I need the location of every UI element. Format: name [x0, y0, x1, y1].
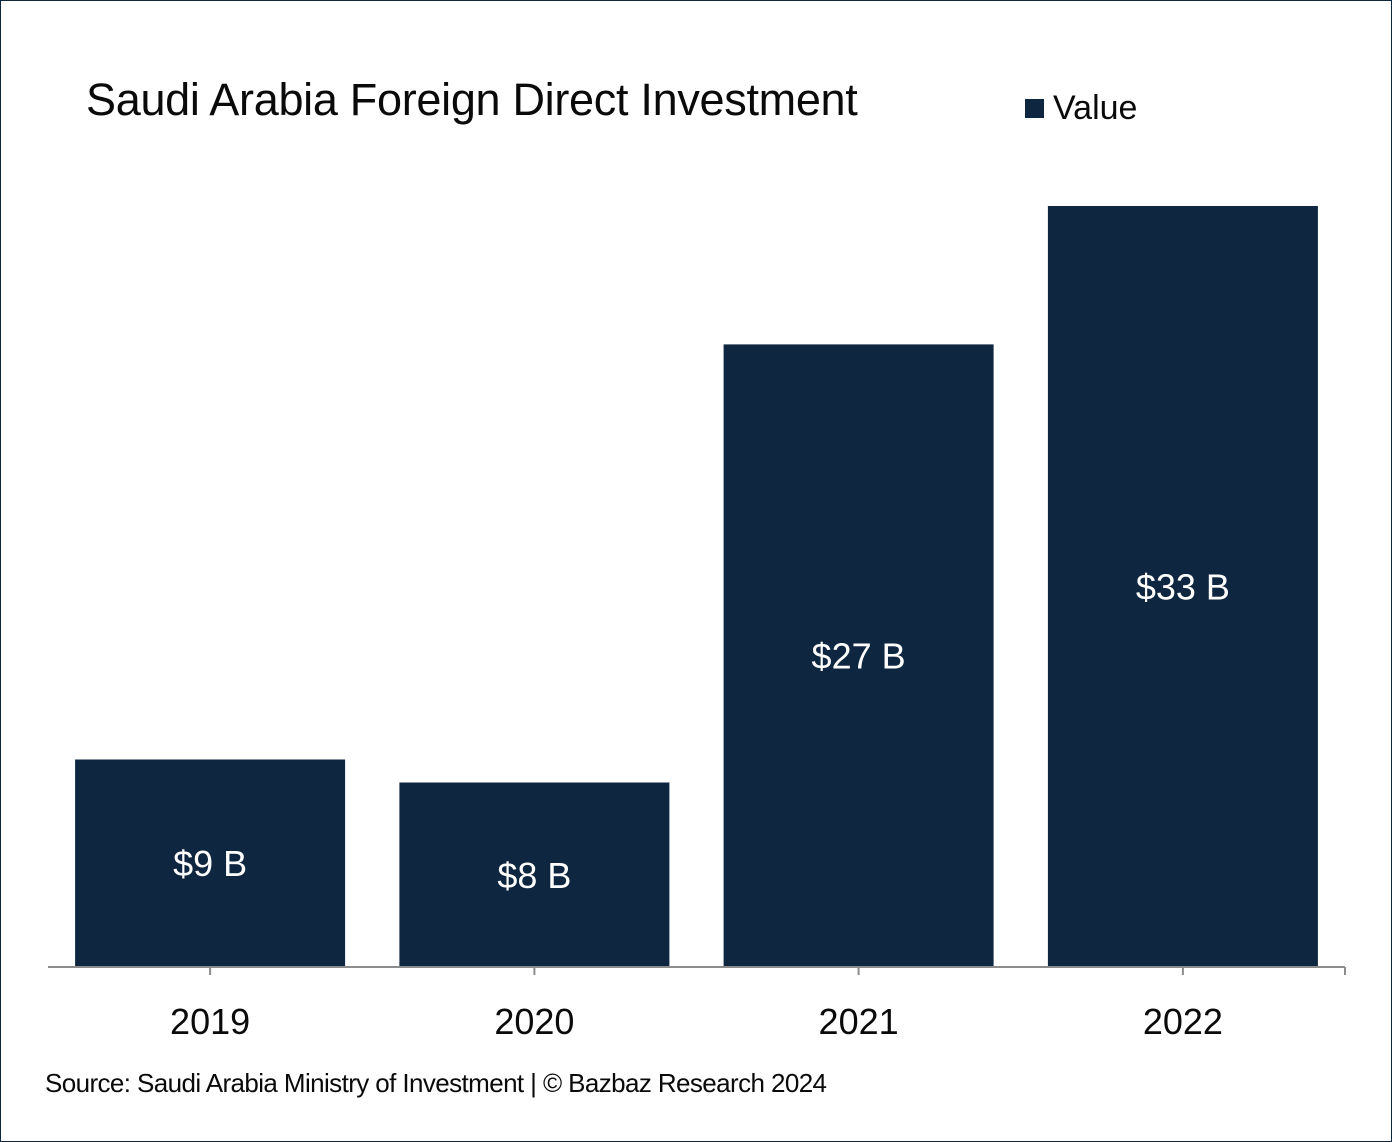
- tick-labels-group: 2019 2020 2021 2022: [170, 1001, 1223, 1042]
- source-note: Source: Saudi Arabia Ministry of Investm…: [45, 1068, 827, 1098]
- legend-label: Value: [1053, 89, 1138, 127]
- x-tick-label-2021: 2021: [819, 1001, 899, 1042]
- bar-value-label-2022: $33 B: [1136, 567, 1230, 608]
- bar-2021: [723, 344, 994, 967]
- bar-2019: [75, 759, 346, 967]
- bar-value-label-2019: $9 B: [173, 843, 247, 884]
- x-tick-label-2019: 2019: [170, 1001, 250, 1042]
- legend-swatch: [1025, 99, 1044, 118]
- x-axis: [48, 966, 1346, 975]
- bar-value-label-2021: $27 B: [812, 636, 906, 677]
- bar-2022: [1047, 206, 1318, 967]
- legend: Value: [1025, 89, 1137, 128]
- bar-2020: [399, 782, 670, 967]
- bar-value-label-2020: $8 B: [497, 855, 571, 896]
- bars-group: $9 B $8 B $27 B $33 B: [75, 206, 1318, 967]
- x-tick-label-2022: 2022: [1143, 1001, 1223, 1042]
- chart-title: Saudi Arabia Foreign Direct Investment: [86, 74, 858, 125]
- x-tick-label-2020: 2020: [494, 1001, 574, 1042]
